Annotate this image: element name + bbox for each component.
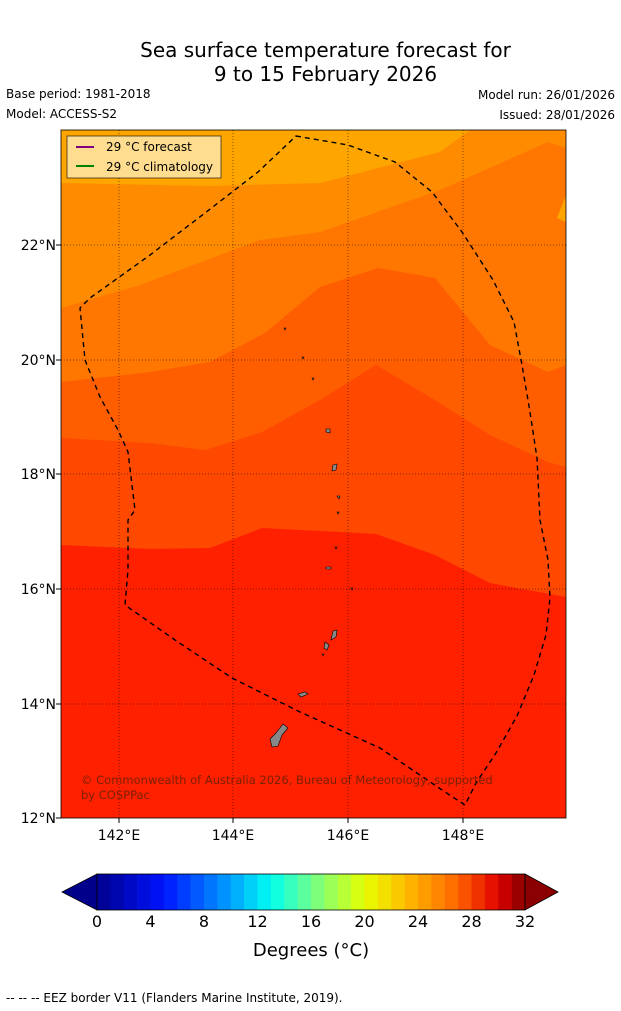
colorbar-tick-8: 8 <box>199 912 209 931</box>
lat-label-12n: 12°N <box>21 811 56 827</box>
colorbar-cell <box>311 874 325 910</box>
colorbar-tick-12: 12 <box>247 912 267 931</box>
colorbar-cell <box>418 874 432 910</box>
colorbar-cell <box>324 874 339 910</box>
colorbar-cell <box>204 874 218 910</box>
colorbar-cell <box>110 874 125 910</box>
island-anatahan <box>325 566 332 570</box>
island-guguan <box>336 511 340 515</box>
latitude-labels: 22°N 20°N 18°N 16°N 14°N 12°N <box>21 238 61 827</box>
colorbar-cell <box>511 874 526 910</box>
island-rota <box>297 691 309 698</box>
colorbar-tick-4: 4 <box>145 912 155 931</box>
lat-label-14n: 14°N <box>21 697 56 713</box>
lon-label-144e: 144°E <box>212 828 255 844</box>
colorbar-tick-28: 28 <box>461 912 481 931</box>
lat-label-18n: 18°N <box>21 467 56 483</box>
colorbar-tick-32: 32 <box>515 912 535 931</box>
island-alamagan <box>336 495 341 500</box>
colorbar-tick-20: 20 <box>354 912 374 931</box>
issued-text: Issued: 28/01/2026 <box>499 108 615 122</box>
colorbar-cell <box>230 874 245 910</box>
colorbar-cell <box>431 874 446 910</box>
island-maug <box>301 356 305 360</box>
legend-forecast-label: 29 °C forecast <box>106 140 192 154</box>
colorbar-cell <box>97 874 111 910</box>
island-saipan <box>330 629 338 641</box>
colorbar-tick-16: 16 <box>301 912 321 931</box>
base-period-text: Base period: 1981-2018 <box>6 87 151 101</box>
lon-label-148e: 148°E <box>442 828 485 844</box>
lon-label-146e: 146°E <box>327 828 370 844</box>
colorbar-frame <box>96 873 526 911</box>
title-line-2: 9 to 15 February 2026 <box>213 62 438 86</box>
model-text: Model: ACCESS-S2 <box>6 107 118 121</box>
colorbar-cell <box>270 874 285 910</box>
legend-climatology-label: 29 °C climatology <box>106 160 213 174</box>
colorbar-cell <box>484 874 499 910</box>
colorbar-cell <box>377 874 392 910</box>
chart-title: Sea surface temperature forecast for 9 t… <box>0 38 621 86</box>
colorbar-tick-24: 24 <box>408 912 428 931</box>
colorbar-cell <box>190 874 205 910</box>
longitude-labels: 142°E 144°E 146°E 148°E <box>98 818 485 844</box>
islands <box>269 327 354 748</box>
colorbar-label: Degrees (°C) <box>253 940 369 961</box>
lat-label-20n: 20°N <box>21 353 56 369</box>
lon-label-142e: 142°E <box>98 828 141 844</box>
island-small-east <box>350 587 354 591</box>
legend-box <box>66 135 222 179</box>
island-pagan <box>331 463 338 472</box>
colorbar-cell <box>177 874 191 910</box>
colorbar-cells <box>97 874 526 910</box>
sst-zone-2-patch <box>557 195 566 222</box>
colorbar-cell <box>337 874 352 910</box>
colorbar-cell <box>391 874 405 910</box>
colorbar-cell <box>137 874 151 910</box>
colorbar-cell <box>444 874 459 910</box>
colorbar-cell <box>498 874 512 910</box>
sst-contour-fill <box>61 130 566 818</box>
lat-label-16n: 16°N <box>21 582 56 598</box>
colorbar-over-arrow <box>524 873 559 911</box>
graticule <box>61 130 566 818</box>
copyright-line-2: by COSPPac <box>81 788 150 802</box>
colorbar-under-arrow <box>61 873 98 911</box>
colorbar-cell <box>123 874 138 910</box>
colorbar-cell <box>364 874 379 910</box>
map-legend: 29 °C forecast 29 °C climatology <box>66 135 222 179</box>
colorbar: 0 4 8 12 16 20 24 28 32 Degrees (°C) <box>61 873 559 961</box>
island-uracas <box>283 327 287 331</box>
island-farallon-de-medinilla <box>321 653 325 657</box>
colorbar-cell <box>217 874 232 910</box>
island-agrihan <box>325 428 331 434</box>
colorbar-cell <box>458 874 472 910</box>
copyright-line-1: © Commonwealth of Australia 2026, Bureau… <box>81 773 493 787</box>
colorbar-cell <box>257 874 272 910</box>
island-tinian <box>323 641 330 651</box>
colorbar-cell <box>471 874 486 910</box>
island-guam <box>269 723 289 748</box>
island-sarigan <box>334 546 338 550</box>
colorbar-cell <box>351 874 365 910</box>
colorbar-tick-0: 0 <box>92 912 102 931</box>
sst-map: 29 °C forecast 29 °C climatology © Commo… <box>21 129 567 961</box>
colorbar-tick-labels: 0 4 8 12 16 20 24 28 32 <box>92 912 535 931</box>
eez-border <box>79 135 551 807</box>
colorbar-cell <box>163 874 178 910</box>
lat-label-22n: 22°N <box>21 238 56 254</box>
colorbar-cell <box>297 874 312 910</box>
colorbar-cell <box>404 874 419 910</box>
colorbar-cell <box>244 874 258 910</box>
model-run-text: Model run: 26/01/2026 <box>477 88 615 102</box>
colorbar-cell <box>150 874 165 910</box>
colorbar-cell <box>284 874 298 910</box>
sst-zone-6 <box>61 528 566 818</box>
eez-footnote: -- -- -- EEZ border V11 (Flanders Marine… <box>6 991 343 1005</box>
title-line-1: Sea surface temperature forecast for <box>140 38 511 62</box>
island-asuncion <box>311 377 315 381</box>
